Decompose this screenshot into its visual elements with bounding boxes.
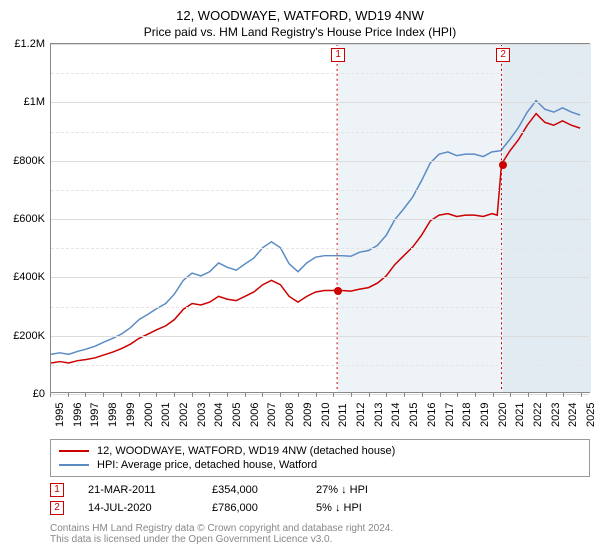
x-tick-label: 2012 bbox=[355, 403, 367, 427]
x-tick-label: 2021 bbox=[514, 403, 526, 427]
x-tick-label: 1995 bbox=[54, 403, 66, 427]
sale-row: 1 21-MAR-2011 £354,000 27% ↓ HPI bbox=[50, 481, 590, 499]
sale-marker-box: 1 bbox=[331, 48, 345, 62]
x-tick-label: 2017 bbox=[444, 403, 456, 427]
x-tick-label: 2007 bbox=[266, 403, 278, 427]
x-tick-label: 2020 bbox=[497, 403, 509, 427]
x-tick-label: 2018 bbox=[461, 403, 473, 427]
legend-item: 12, WOODWAYE, WATFORD, WD19 4NW (detache… bbox=[59, 444, 581, 458]
legend-label: HPI: Average price, detached house, Watf… bbox=[97, 459, 317, 471]
chart-plot-area: £0£200K£400K£600K£800K£1M£1.2M12 bbox=[50, 43, 590, 393]
x-tick-label: 2001 bbox=[160, 403, 172, 427]
x-tick-label: 1996 bbox=[72, 403, 84, 427]
sale-marker-icon: 1 bbox=[50, 483, 64, 497]
sale-row: 2 14-JUL-2020 £786,000 5% ↓ HPI bbox=[50, 499, 590, 517]
sale-diff: 5% ↓ HPI bbox=[316, 502, 416, 514]
sale-marker-icon: 2 bbox=[50, 501, 64, 515]
x-tick-label: 2004 bbox=[213, 403, 225, 427]
x-tick-label: 2005 bbox=[231, 403, 243, 427]
y-tick-label: £1M bbox=[24, 96, 51, 108]
chart-svg bbox=[51, 44, 589, 392]
x-tick-label: 2011 bbox=[337, 403, 349, 427]
x-tick-label: 2003 bbox=[196, 403, 208, 427]
sales-table: 1 21-MAR-2011 £354,000 27% ↓ HPI 2 14-JU… bbox=[50, 481, 590, 517]
x-tick-label: 2009 bbox=[302, 403, 314, 427]
x-tick-label: 2006 bbox=[249, 403, 261, 427]
x-tick-label: 2025 bbox=[585, 403, 597, 427]
legend-swatch bbox=[59, 464, 89, 466]
chart-container: 12, WOODWAYE, WATFORD, WD19 4NW Price pa… bbox=[0, 0, 600, 560]
x-axis-ticks: 1995 1996 1997 1998 1999 2000 2001 2002 2003 2004… bbox=[50, 393, 590, 433]
x-tick-label: 1998 bbox=[107, 403, 119, 427]
x-tick-label: 1997 bbox=[89, 403, 101, 427]
x-tick-label: 1999 bbox=[125, 403, 137, 427]
chart-title: 12, WOODWAYE, WATFORD, WD19 4NW bbox=[0, 0, 600, 23]
legend-label: 12, WOODWAYE, WATFORD, WD19 4NW (detache… bbox=[97, 445, 395, 457]
x-tick-label: 2019 bbox=[479, 403, 491, 427]
x-tick-label: 2022 bbox=[532, 403, 544, 427]
sale-diff: 27% ↓ HPI bbox=[316, 484, 416, 496]
y-tick-label: £0 bbox=[33, 388, 51, 400]
x-tick-label: 2015 bbox=[408, 403, 420, 427]
sale-price: £354,000 bbox=[212, 484, 292, 496]
sale-date: 21-MAR-2011 bbox=[88, 484, 188, 496]
y-tick-label: £1.2M bbox=[14, 38, 51, 50]
x-tick-label: 2014 bbox=[390, 403, 402, 427]
sale-date: 14-JUL-2020 bbox=[88, 502, 188, 514]
x-tick-label: 2024 bbox=[567, 403, 579, 427]
sale-price: £786,000 bbox=[212, 502, 292, 514]
legend-item: HPI: Average price, detached house, Watf… bbox=[59, 458, 581, 472]
y-tick-label: £600K bbox=[13, 213, 51, 225]
y-tick-label: £800K bbox=[13, 155, 51, 167]
footer-line: Contains HM Land Registry data © Crown c… bbox=[50, 523, 590, 534]
chart-footer: Contains HM Land Registry data © Crown c… bbox=[50, 523, 590, 545]
x-tick-label: 2013 bbox=[373, 403, 385, 427]
x-tick-label: 2002 bbox=[178, 403, 190, 427]
y-tick-label: £200K bbox=[13, 330, 51, 342]
sale-marker-box: 2 bbox=[496, 48, 510, 62]
footer-line: This data is licensed under the Open Gov… bbox=[50, 534, 590, 545]
x-tick-label: 2023 bbox=[550, 403, 562, 427]
legend-swatch bbox=[59, 450, 89, 452]
chart-subtitle: Price paid vs. HM Land Registry's House … bbox=[0, 23, 600, 43]
chart-legend: 12, WOODWAYE, WATFORD, WD19 4NW (detache… bbox=[50, 439, 590, 477]
x-tick-label: 2000 bbox=[143, 403, 155, 427]
y-tick-label: £400K bbox=[13, 271, 51, 283]
x-tick-label: 2008 bbox=[284, 403, 296, 427]
x-tick-label: 2016 bbox=[426, 403, 438, 427]
x-tick-label: 2010 bbox=[320, 403, 332, 427]
